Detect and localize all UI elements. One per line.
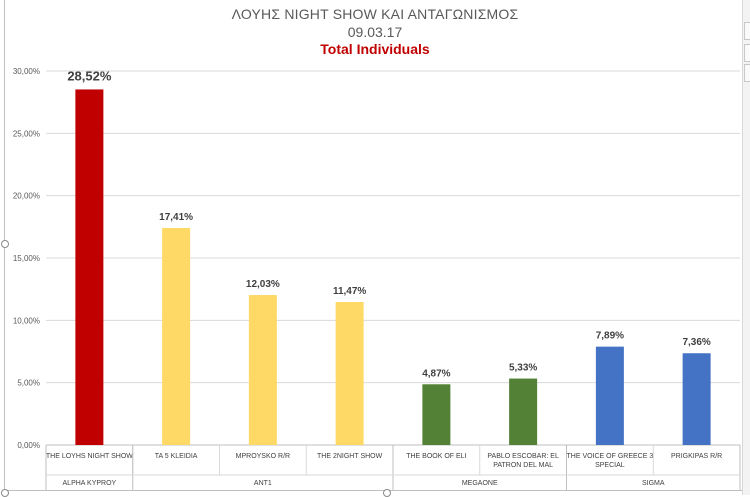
- group-label: SIGMA: [642, 480, 665, 487]
- sheet-edge: [742, 0, 750, 495]
- y-tick-label: 0,00%: [17, 441, 40, 450]
- y-tick-label: 15,00%: [13, 254, 40, 263]
- y-tick-label: 20,00%: [13, 192, 40, 201]
- data-label: 4,87%: [422, 368, 450, 379]
- bar: [682, 353, 711, 445]
- y-tick-label: 5,00%: [17, 379, 40, 388]
- chart-subtitle: Total Individuals: [320, 41, 430, 57]
- x-tick-label: PRIGKIPAS R/R: [671, 453, 722, 460]
- chart-filters-button[interactable]: [744, 64, 750, 82]
- x-tick-label: THE 2NIGHT SHOW: [317, 453, 383, 460]
- y-tick-label: 25,00%: [13, 129, 40, 138]
- chart-title: ΛΟΥΗΣ NIGHT SHOW ΚΑΙ ΑΝΤΑΓΩΝΙΣΜΟΣ: [231, 6, 519, 22]
- y-tick-label: 30,00%: [13, 67, 40, 76]
- resize-handle-left[interactable]: [1, 240, 9, 248]
- bar: [595, 346, 624, 445]
- group-label: MEGAONE: [462, 480, 498, 487]
- bar: [422, 384, 451, 445]
- bar: [162, 227, 191, 445]
- x-tick-label: MPROYSKO R/R: [236, 453, 290, 460]
- x-tick-label: THE VOICE OF GREECE 3 SPECIAL: [567, 453, 654, 469]
- data-label: 7,89%: [596, 331, 624, 342]
- chart-elements-button[interactable]: [744, 22, 750, 40]
- bar: [509, 378, 538, 445]
- data-label: 5,33%: [509, 363, 537, 374]
- bar: [248, 295, 277, 445]
- x-tick-label: THE LOYHS NIGHT SHOW: [46, 453, 133, 460]
- bar: [75, 89, 104, 445]
- data-label: 17,41%: [159, 212, 193, 223]
- group-label: ALPHA KYPROY: [63, 480, 117, 487]
- x-tick-label: TA 5 KLEIDIA: [155, 453, 198, 460]
- chart-styles-button[interactable]: [744, 44, 750, 62]
- x-tick-label: PABLO ESCOBAR: EL PATRON DEL MAL: [487, 453, 559, 469]
- x-tick-label: THE BOOK OF ELI: [406, 453, 466, 460]
- data-label: 7,36%: [682, 337, 710, 348]
- data-label: 28,52%: [67, 68, 112, 83]
- bar: [335, 302, 364, 445]
- data-label: 12,03%: [246, 279, 280, 290]
- data-label: 11,47%: [333, 286, 366, 297]
- group-label: ANT1: [254, 480, 272, 487]
- y-tick-label: 10,00%: [13, 316, 40, 325]
- chart-date: 09.03.17: [347, 24, 403, 40]
